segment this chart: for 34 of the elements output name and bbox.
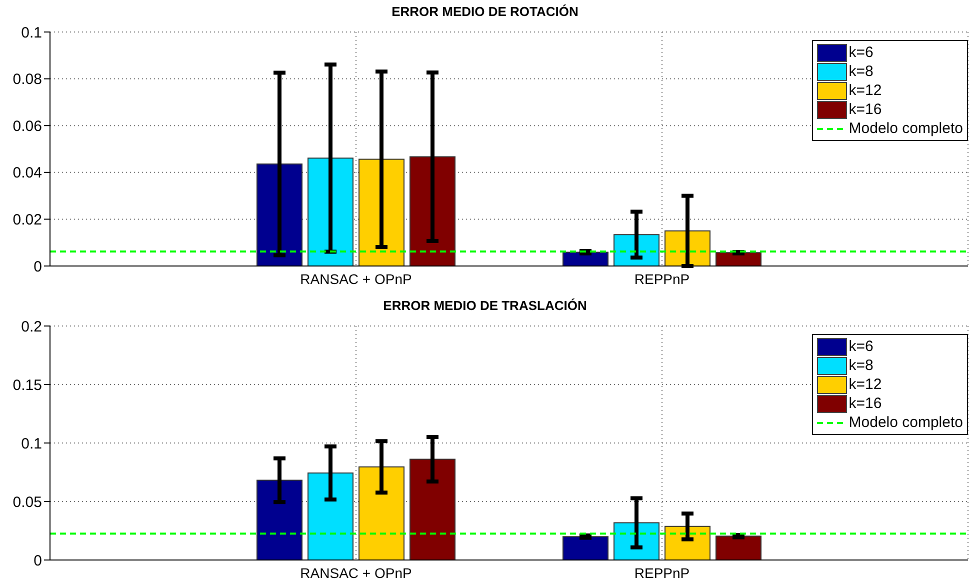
- legend-label: k=6: [848, 43, 874, 62]
- y-tick-label: 0: [34, 552, 42, 570]
- legend-label: k=12: [848, 81, 882, 100]
- bar: [716, 536, 762, 560]
- legend-label: k=8: [848, 356, 874, 375]
- y-tick-label: 0.15: [12, 376, 42, 394]
- chart-title: ERROR MEDIO DE TRASLACIÓN: [382, 298, 588, 313]
- y-tick-label: 0.1: [21, 435, 42, 452]
- legend-label: k=16: [848, 394, 882, 413]
- y-tick-label: 0.1: [21, 24, 42, 42]
- legend-label: Modelo completo: [848, 119, 963, 138]
- legend-label: k=8: [848, 62, 874, 81]
- bar: [358, 466, 404, 560]
- y-tick-label: 0.2: [21, 318, 42, 336]
- y-tick-label: 0: [34, 258, 42, 276]
- x-tick-label: REPPnP: [634, 564, 690, 581]
- legend-label: k=12: [848, 375, 882, 394]
- legend-label: k=16: [848, 100, 882, 119]
- bar: [410, 458, 456, 560]
- y-tick-label: 0.05: [12, 494, 42, 511]
- y-tick-label: 0.02: [12, 212, 42, 229]
- x-tick-label: REPPnP: [634, 270, 690, 287]
- legend-label: Modelo completo: [848, 413, 963, 432]
- x-tick-label: RANSAC + OPnP: [300, 270, 412, 287]
- y-tick-label: 0.06: [12, 118, 42, 135]
- bar: [562, 536, 608, 560]
- y-tick-label: 0.04: [12, 164, 42, 182]
- bar: [308, 472, 354, 560]
- chart-title: ERROR MEDIO DE ROTACIÓN: [390, 4, 580, 19]
- bar: [256, 480, 302, 560]
- y-tick-label: 0.08: [12, 71, 42, 88]
- legend-label: k=6: [848, 337, 874, 356]
- x-tick-label: RANSAC + OPnP: [300, 564, 412, 581]
- bar: [716, 252, 762, 266]
